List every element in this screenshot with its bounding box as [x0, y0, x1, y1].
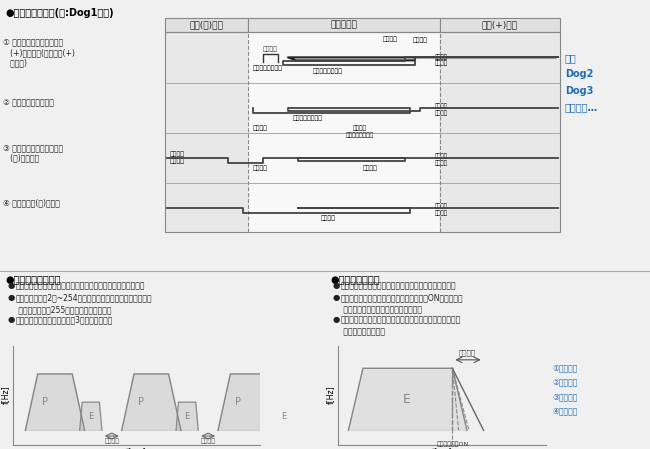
Text: 原点返回
减速时间: 原点返回 减速时间	[435, 203, 448, 216]
Text: ③限位停止: ③限位停止	[552, 392, 578, 401]
Bar	[165, 32, 560, 233]
Polygon shape	[25, 374, 84, 431]
Text: 限位停止
减速时间: 限位停止 减速时间	[170, 152, 185, 164]
Bar	[440, 18, 560, 32]
Text: 目标速度
原点返回蠕变速度: 目标速度 原点返回蠕变速度	[346, 126, 374, 138]
Text: E: E	[281, 412, 286, 421]
Text: 目标速度: 目标速度	[382, 36, 398, 41]
Text: 原点返回
减速时间: 原点返回 减速时间	[435, 54, 448, 66]
Text: ●重复动作输出功能: ●重复动作输出功能	[5, 274, 60, 284]
Text: P: P	[235, 397, 240, 407]
Text: E: E	[403, 393, 411, 406]
Text: 原点返回蠕变速度: 原点返回蠕变速度	[293, 116, 323, 121]
Text: 限位(－)开关: 限位(－)开关	[190, 21, 224, 30]
Polygon shape	[272, 402, 294, 431]
Polygon shape	[80, 402, 102, 431]
Text: 重复次数可以在2次~254次的范围内指定，也可以将位置控制
 重复次数设定为255，指定为无限次重复。: 重复次数可以在2次~254次的范围内指定，也可以将位置控制 重复次数设定为255…	[16, 293, 153, 314]
Text: 停顿时间: 停顿时间	[201, 439, 216, 444]
Bar	[248, 18, 440, 32]
Text: 其他
Dog2
Dog3
原点方式…: 其他 Dog2 Dog3 原点方式…	[565, 53, 598, 112]
Text: P: P	[42, 397, 48, 407]
X-axis label: t[ms]: t[ms]	[432, 447, 452, 449]
Bar	[165, 32, 560, 233]
Bar	[440, 32, 560, 233]
X-axis label: t[ms]: t[ms]	[126, 447, 147, 449]
Text: ④ 起点为限位(－)开关上: ④ 起点为限位(－)开关上	[3, 198, 60, 207]
Text: ●: ●	[333, 315, 340, 324]
Text: 紧急停止触点ON: 紧急停止触点ON	[436, 442, 469, 447]
Text: 下图所示为位置控制重复执行3次时的动作图。: 下图所示为位置控制重复执行3次时的动作图。	[16, 315, 113, 324]
Y-axis label: f[Hz]: f[Hz]	[326, 386, 335, 405]
Text: 停顿时间: 停顿时间	[104, 439, 120, 444]
Text: ④减速停止: ④减速停止	[552, 406, 578, 415]
Text: 目标速度: 目标速度	[253, 126, 268, 131]
Text: 位置控制重复功能是按指定重复次数连续进行位置控制的功能。: 位置控制重复功能是按指定重复次数连续进行位置控制的功能。	[16, 282, 146, 291]
Text: E: E	[88, 412, 94, 421]
Polygon shape	[176, 402, 198, 431]
Polygon shape	[122, 374, 181, 431]
Text: 目标速度: 目标速度	[413, 37, 428, 43]
Text: ②紧急停止: ②紧急停止	[552, 378, 578, 387]
Text: ① 起点为近原点开关和限位
   (+)开关之间(包括限位(+)
   开关上): ① 起点为近原点开关和限位 (+)开关之间(包括限位(+) 开关上)	[3, 37, 75, 67]
Text: 减速时间: 减速时间	[458, 349, 475, 356]
Text: 下图所示为紧急停止，将紧急停止触点置于ON时，停止已
 启动的动作，停止对应轴的脉冲输出。: 下图所示为紧急停止，将紧急停止触点置于ON时，停止已 启动的动作，停止对应轴的脉…	[341, 293, 463, 314]
Text: ●: ●	[8, 293, 15, 302]
Text: 目标速度: 目标速度	[320, 216, 335, 221]
Text: ●: ●	[333, 282, 340, 291]
Polygon shape	[218, 374, 278, 431]
Text: 原点返回
减速时间: 原点返回 减速时间	[435, 104, 448, 116]
Polygon shape	[348, 368, 467, 431]
Text: ●: ●	[333, 293, 340, 302]
Text: ①系统停止: ①系统停止	[552, 364, 578, 373]
Text: 停止有多种方式，如系统停止、紧急停止、减速停止等。: 停止有多种方式，如系统停止、紧急停止、减速停止等。	[341, 282, 456, 291]
Text: E: E	[185, 412, 190, 421]
Text: ●: ●	[8, 315, 15, 324]
Text: ② 起点为近原点开关上: ② 起点为近原点开关上	[3, 98, 54, 107]
Text: 原点返回
减速时间: 原点返回 减速时间	[435, 154, 448, 166]
Text: 原点返回蠕变速度: 原点返回蠕变速度	[313, 68, 343, 74]
Text: 按编程软件的位置控制参数设定菜单中设定的紧急停止减速
 时间进行减速停止。: 按编程软件的位置控制参数设定菜单中设定的紧急停止减速 时间进行减速停止。	[341, 315, 461, 336]
Text: 目标速度: 目标速度	[363, 166, 378, 171]
Text: ●: ●	[8, 282, 15, 291]
Bar	[165, 18, 248, 32]
Text: ●多功能停止方式: ●多功能停止方式	[330, 274, 380, 284]
Text: 限位(+)开关: 限位(+)开关	[482, 21, 518, 30]
Y-axis label: f[Hz]: f[Hz]	[1, 386, 10, 405]
Bar	[248, 32, 440, 233]
Text: 原点开关: 原点开关	[263, 47, 278, 53]
Text: 原点返回蠕变速度: 原点返回蠕变速度	[253, 66, 283, 71]
Text: ●多功能原点复位(例:Dog1方式): ●多功能原点复位(例:Dog1方式)	[5, 8, 114, 18]
Text: P: P	[138, 397, 144, 407]
Text: 近原点开关: 近原点开关	[331, 21, 358, 30]
Text: ③ 起点为近原点开关和限位
   (－)开关之间: ③ 起点为近原点开关和限位 (－)开关之间	[3, 143, 63, 163]
Text: 目标速度: 目标速度	[253, 166, 268, 171]
